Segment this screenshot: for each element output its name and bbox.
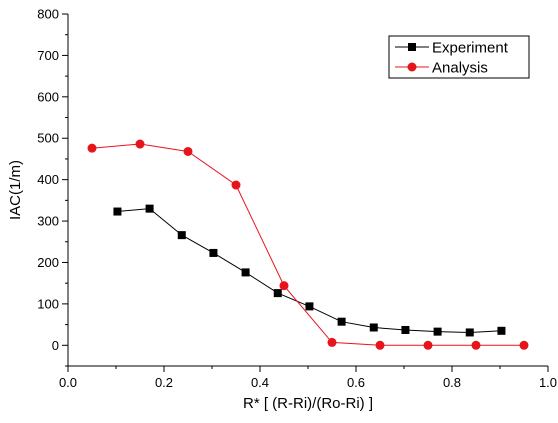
legend-label: Analysis	[432, 60, 488, 77]
experiment-point	[433, 327, 442, 336]
analysis-point	[327, 337, 337, 347]
x-tick-label: 0.4	[251, 375, 269, 390]
y-tick-label: 200	[37, 255, 59, 270]
y-tick-label: 100	[37, 296, 59, 311]
analysis-point	[423, 340, 433, 350]
series-layer	[87, 139, 529, 350]
experiment-point	[369, 323, 378, 332]
analysis-point	[279, 281, 289, 291]
analysis-point	[183, 146, 193, 156]
legend-item-analysis: Analysis	[395, 60, 488, 77]
x-tick-label: 0.8	[443, 375, 461, 390]
experiment-line	[117, 208, 502, 334]
axes: 0.0 0.2 0.4 0.6 0.8 1.0 0 100 200 300 400 500 600 700…	[37, 7, 557, 391]
experiment-point	[337, 317, 346, 326]
experiment-point	[305, 302, 314, 311]
analysis-line	[91, 143, 524, 346]
y-tick-label: 400	[37, 172, 59, 187]
experiment-point	[401, 325, 410, 334]
experiment-point	[113, 207, 122, 216]
experiment-point	[497, 326, 506, 335]
y-tick-label: 300	[37, 214, 59, 229]
analysis-point	[375, 340, 385, 350]
x-tick-label: 0.6	[347, 375, 365, 390]
y-tick-label: 600	[37, 89, 59, 104]
experiment-point	[273, 289, 282, 298]
legend-item-experiment: Experiment	[395, 40, 509, 57]
y-tick-label: 500	[37, 131, 59, 146]
x-tick-label: 0.0	[59, 375, 77, 390]
y-axis-title: IAC(1/m)	[7, 160, 24, 220]
y-tick-label: 800	[37, 7, 59, 22]
legend-swatch-marker	[407, 62, 417, 72]
legend-label: Experiment	[432, 40, 509, 57]
analysis-point	[471, 340, 481, 350]
experiment-point	[465, 328, 474, 337]
experiment-point	[209, 248, 218, 257]
experiment-series	[113, 204, 506, 337]
x-tick-label: 1.0	[539, 375, 557, 390]
analysis-point	[519, 340, 529, 350]
experiment-point	[145, 204, 154, 213]
analysis-point	[231, 180, 241, 190]
experiment-point	[177, 231, 186, 240]
y-tick-label: 700	[37, 48, 59, 63]
analysis-point	[135, 139, 145, 149]
legend: Experiment Analysis	[388, 35, 530, 79]
legend-swatch-marker	[408, 43, 416, 51]
x-axis-title: R* [ (R-Ri)/(Ro-Ri) ]	[243, 395, 373, 412]
x-tick-label: 0.2	[155, 375, 173, 390]
analysis-point	[87, 143, 97, 153]
y-tick-label: 0	[52, 338, 59, 353]
experiment-point	[241, 268, 250, 277]
analysis-series	[87, 139, 529, 350]
